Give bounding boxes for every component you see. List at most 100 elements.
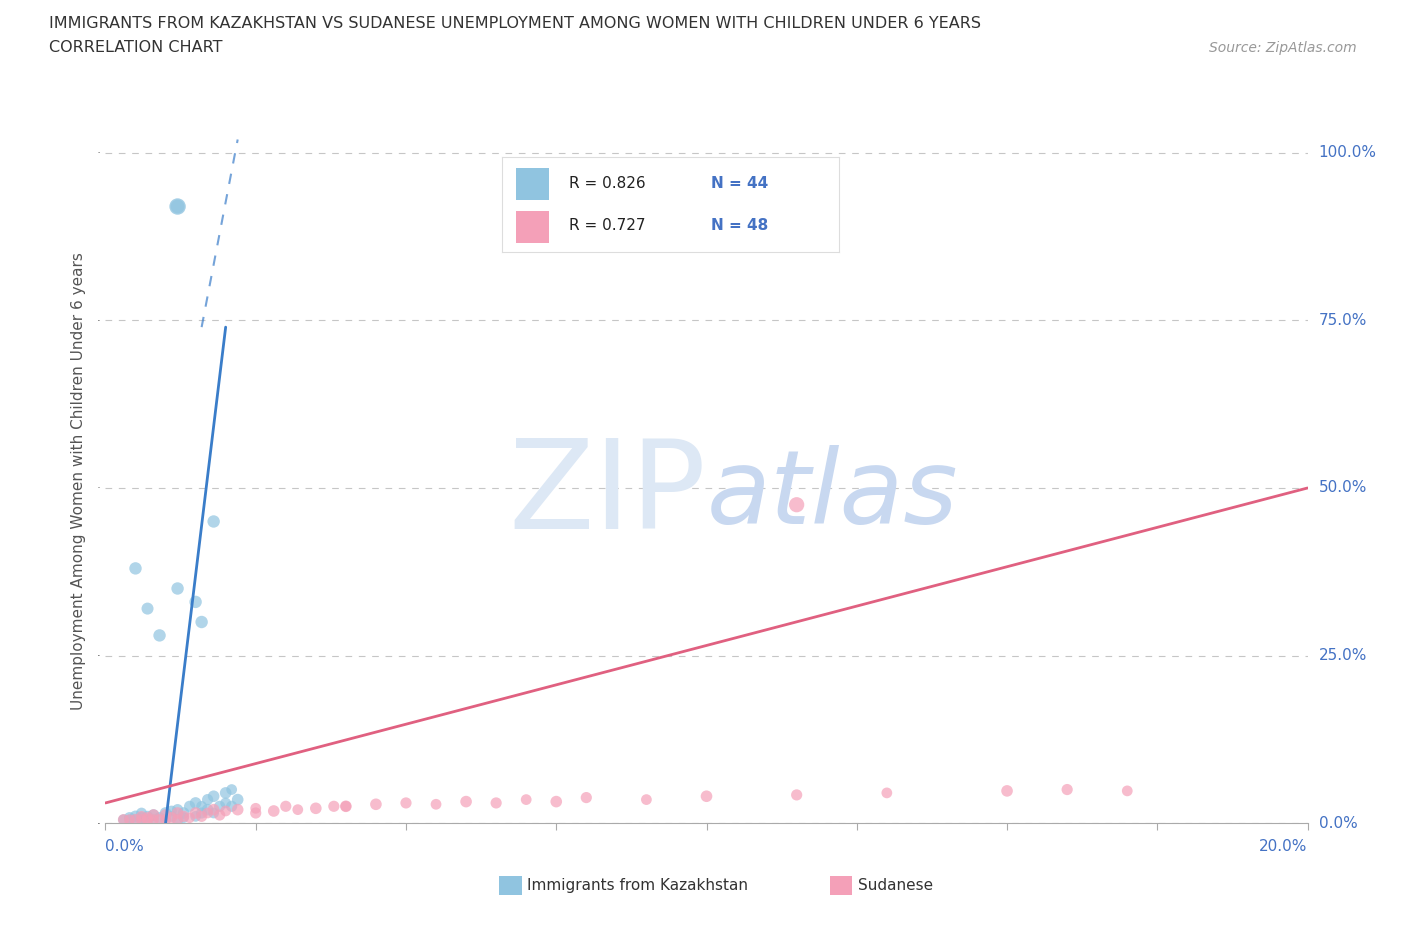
Point	[131, 809, 153, 824]
Point	[197, 803, 219, 817]
Point	[184, 809, 207, 824]
Point	[221, 799, 243, 814]
Point	[995, 783, 1018, 798]
Point	[136, 812, 159, 827]
Point	[142, 807, 165, 822]
Point	[425, 797, 447, 812]
Point	[124, 561, 146, 576]
Point	[202, 514, 225, 529]
Point	[166, 581, 188, 596]
Point	[155, 812, 177, 827]
Point	[124, 812, 146, 827]
Point	[190, 615, 212, 630]
Point	[136, 809, 159, 824]
Point	[166, 805, 188, 820]
Point	[160, 804, 183, 818]
Point	[166, 803, 188, 817]
Text: 50.0%: 50.0%	[1319, 481, 1367, 496]
Point	[131, 810, 153, 825]
Point	[322, 799, 344, 814]
Point	[136, 810, 159, 825]
Point	[287, 803, 309, 817]
Point	[148, 628, 170, 643]
Point	[136, 812, 159, 827]
Point	[575, 790, 598, 805]
Point	[208, 807, 231, 822]
Point	[202, 805, 225, 820]
Point	[197, 805, 219, 820]
Point	[118, 810, 141, 825]
Point	[131, 812, 153, 827]
Text: 0.0%: 0.0%	[1319, 816, 1357, 830]
Point	[786, 788, 808, 803]
Point	[190, 805, 212, 820]
Point	[214, 804, 236, 818]
Point	[166, 812, 188, 827]
Text: CORRELATION CHART: CORRELATION CHART	[49, 40, 222, 55]
Point	[184, 594, 207, 609]
Point	[1056, 782, 1078, 797]
Point	[131, 805, 153, 820]
Point	[118, 812, 141, 827]
Point	[696, 789, 718, 804]
Point	[263, 804, 285, 818]
Point	[148, 812, 170, 827]
Point	[202, 789, 225, 804]
Point	[274, 799, 297, 814]
Point	[221, 782, 243, 797]
Point	[197, 792, 219, 807]
Point	[179, 799, 201, 814]
Point	[214, 795, 236, 810]
Text: 0.0%: 0.0%	[105, 839, 145, 854]
Point	[305, 801, 328, 816]
Text: 25.0%: 25.0%	[1319, 648, 1367, 663]
Point	[190, 809, 212, 824]
Text: 20.0%: 20.0%	[1260, 839, 1308, 854]
Text: atlas: atlas	[707, 445, 957, 545]
Point	[155, 805, 177, 820]
Text: 75.0%: 75.0%	[1319, 312, 1367, 328]
Point	[148, 810, 170, 825]
Point	[124, 809, 146, 824]
Point	[454, 794, 477, 809]
Point	[136, 601, 159, 616]
Point	[1116, 783, 1139, 798]
Point	[208, 799, 231, 814]
Point	[131, 812, 153, 827]
Point	[214, 786, 236, 801]
Point	[184, 805, 207, 820]
Point	[226, 803, 249, 817]
Point	[202, 803, 225, 817]
Text: Immigrants from Kazakhstan: Immigrants from Kazakhstan	[527, 878, 748, 893]
Point	[876, 786, 898, 801]
Point	[142, 812, 165, 827]
Text: Sudanese: Sudanese	[858, 878, 932, 893]
Point	[190, 799, 212, 814]
Point	[173, 805, 195, 820]
Point	[142, 812, 165, 827]
Text: Source: ZipAtlas.com: Source: ZipAtlas.com	[1209, 41, 1357, 55]
Point	[786, 498, 808, 512]
Y-axis label: Unemployment Among Women with Children Under 6 years: Unemployment Among Women with Children U…	[72, 252, 86, 711]
Text: IMMIGRANTS FROM KAZAKHSTAN VS SUDANESE UNEMPLOYMENT AMONG WOMEN WITH CHILDREN UN: IMMIGRANTS FROM KAZAKHSTAN VS SUDANESE U…	[49, 16, 981, 31]
Point	[173, 809, 195, 824]
Point	[118, 812, 141, 827]
Point	[166, 199, 188, 214]
Point	[335, 799, 357, 814]
Point	[546, 794, 568, 809]
Point	[112, 812, 135, 827]
Point	[364, 797, 387, 812]
Point	[226, 792, 249, 807]
Point	[179, 810, 201, 825]
Point	[515, 792, 537, 807]
Point	[160, 810, 183, 825]
Point	[335, 799, 357, 814]
Point	[166, 812, 188, 827]
Point	[155, 807, 177, 822]
Point	[112, 812, 135, 827]
Point	[636, 792, 658, 807]
Point	[160, 809, 183, 824]
Point	[395, 795, 418, 810]
Point	[142, 807, 165, 822]
Point	[166, 199, 188, 214]
